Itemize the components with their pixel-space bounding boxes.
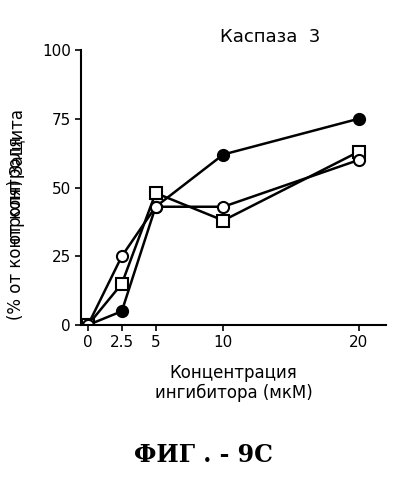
Text: ингибитора (мкМ): ингибитора (мкМ) xyxy=(154,384,311,402)
Text: Защита: Защита xyxy=(7,106,25,174)
Title: Каспаза  3: Каспаза 3 xyxy=(219,28,320,46)
Text: (% от контроля): (% от контроля) xyxy=(7,180,25,320)
Text: Концентрация: Концентрация xyxy=(169,364,296,382)
Text: от контроля: от контроля xyxy=(7,136,25,244)
Text: ФИГ . - 9С: ФИГ . - 9С xyxy=(133,443,272,467)
